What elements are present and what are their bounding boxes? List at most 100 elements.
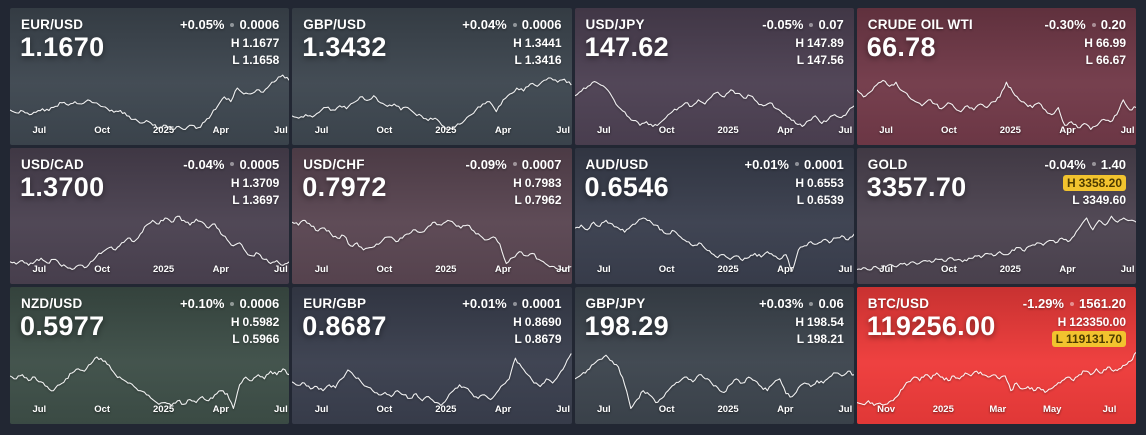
x-axis: Jul Oct 2025 Apr Jul — [292, 262, 571, 275]
high-prefix: H — [795, 36, 805, 50]
symbol-label: EUR/GBP — [303, 296, 367, 312]
low-value: L 0.7962 — [514, 192, 561, 208]
quote-tile[interactable]: BTC/USD -1.29% 1561.20 119256.00 H 123350.… — [856, 287, 1136, 424]
x-tick-label: 2025 — [999, 124, 1021, 136]
x-tick-label: Jul — [273, 124, 288, 136]
symbol-label: GBP/USD — [303, 17, 367, 32]
low-prefix: L — [796, 53, 805, 67]
tile-header: USD/JPY -0.05% 0.07 — [586, 17, 844, 32]
change-percent: -1.29% — [1022, 296, 1064, 312]
low-value: L 1.3697 — [232, 192, 279, 208]
low-value: L 0.5966 — [232, 331, 279, 347]
high-number: 1.1677 — [242, 36, 280, 50]
high-low-readout: H 147.89 L 147.56 — [795, 35, 843, 68]
quote-tile[interactable]: EUR/GBP +0.01% 0.0001 0.8687 H 0.8690 L 0.8… — [292, 287, 572, 424]
sparkline-chart: Jul Oct 2025 Apr Jul — [575, 349, 854, 415]
high-low-readout: H 1.3441 L 1.3416 — [513, 35, 561, 68]
change-absolute: 0.0005 — [239, 156, 280, 172]
separator-dot-icon — [230, 22, 235, 27]
symbol-label: CRUDE OIL WTI — [867, 17, 973, 32]
quote-tile[interactable]: GBP/JPY +0.03% 0.06 198.29 H 198.54 L 198.2… — [574, 287, 854, 424]
last-price: 3357.70 — [866, 171, 967, 202]
separator-dot-icon — [512, 22, 517, 27]
x-axis: Jul Oct 2025 Apr Jul — [10, 262, 289, 275]
high-prefix: H — [795, 175, 805, 190]
change-percent: -0.04% — [1044, 156, 1086, 172]
sparkline-svg — [292, 349, 571, 415]
low-prefix: L — [514, 332, 522, 347]
sparkline-chart: Nov 2025 Mar May Jul — [857, 349, 1136, 415]
quote-tile[interactable]: GBP/USD +0.04% 0.0006 1.3432 H 1.3441 L 1.3… — [292, 8, 572, 145]
quote-tile[interactable]: USD/CAD -0.04% 0.0005 1.3700 H 1.3709 L 1.3… — [10, 147, 290, 285]
x-axis: Jul Oct 2025 Apr Jul — [857, 123, 1136, 136]
change-readout: -0.04% 1.40 — [1044, 157, 1126, 172]
change-percent: +0.01% — [744, 156, 789, 172]
high-number: 0.5982 — [242, 315, 280, 330]
x-tick-label: Jul — [1120, 264, 1135, 276]
quote-tile[interactable]: USD/JPY -0.05% 0.07 147.62 H 147.89 L 147.5… — [574, 8, 854, 145]
x-tick-label: 2025 — [435, 264, 457, 276]
last-price: 0.6546 — [584, 171, 669, 202]
sparkline-chart: Jul Oct 2025 Apr Jul — [857, 70, 1136, 136]
x-tick-label: Apr — [494, 264, 512, 276]
last-price: 0.8687 — [302, 311, 387, 342]
quote-tile[interactable]: GOLD -0.04% 1.40 3357.70 H 3358.20 L 3349.6… — [856, 147, 1136, 285]
x-tick-label: Jul — [556, 264, 570, 276]
high-prefix: H — [1066, 175, 1076, 190]
low-number: 147.56 — [807, 53, 844, 67]
sparkline-svg — [292, 210, 571, 276]
high-low-readout: H 198.54 L 198.21 — [795, 314, 843, 347]
high-value: H 123350.00 — [1058, 314, 1126, 330]
x-tick-label: Oct — [658, 264, 675, 276]
x-tick-label: Jul — [838, 264, 853, 276]
symbol-label: BTC/USD — [867, 296, 930, 312]
change-absolute: 1561.20 — [1079, 296, 1126, 312]
quote-tile[interactable]: USD/CHF -0.09% 0.0007 0.7972 H 0.7983 L 0.7… — [292, 147, 572, 285]
sparkline-svg — [292, 70, 571, 136]
change-readout: +0.01% 0.0001 — [745, 157, 844, 172]
change-percent: -0.04% — [183, 156, 225, 172]
last-price: 1.3432 — [302, 32, 387, 62]
x-tick-label: Jul — [596, 264, 611, 276]
last-price: 66.78 — [866, 32, 936, 62]
low-number: 1.1658 — [242, 53, 280, 67]
high-prefix: H — [230, 36, 240, 50]
x-tick-label: Mar — [989, 404, 1007, 415]
last-price: 0.5977 — [20, 311, 105, 342]
sparkline-svg — [575, 349, 854, 415]
quote-tile[interactable]: AUD/USD +0.01% 0.0001 0.6546 H 0.6553 L 0.6… — [574, 147, 854, 285]
x-tick-label: 2025 — [932, 404, 954, 415]
change-percent: +0.01% — [462, 296, 507, 312]
high-value: H 0.7983 — [513, 175, 561, 191]
sparkline-chart: Jul Oct 2025 Apr Jul — [292, 210, 571, 276]
sparkline-svg — [575, 210, 854, 276]
last-price: 0.7972 — [302, 171, 387, 202]
high-number: 66.99 — [1095, 36, 1126, 50]
separator-dot-icon — [512, 162, 517, 167]
last-price: 1.3700 — [20, 171, 105, 202]
separator-dot-icon — [1070, 301, 1074, 306]
x-tick-label: Oct — [94, 124, 111, 136]
high-number: 147.89 — [807, 36, 844, 50]
low-prefix: L — [796, 332, 805, 347]
high-number: 0.7983 — [524, 175, 562, 190]
sparkline-svg — [575, 70, 854, 136]
low-prefix: L — [232, 332, 240, 347]
quote-tile[interactable]: EUR/USD +0.05% 0.0006 1.1670 H 1.1677 L 1.1… — [10, 8, 290, 145]
tile-header: BTC/USD -1.29% 1561.20 — [868, 296, 1126, 311]
symbol-label: GOLD — [867, 156, 908, 172]
low-value: L 1.3416 — [514, 52, 561, 68]
x-tick-label: Oct — [658, 404, 675, 415]
high-prefix: H — [513, 36, 522, 50]
separator-dot-icon — [1091, 22, 1096, 27]
change-absolute: 0.0006 — [239, 17, 280, 32]
x-tick-label: Jul — [314, 124, 329, 136]
high-low-readout: H 123350.00 L 119131.70 — [1051, 314, 1126, 348]
quote-tile[interactable]: NZD/USD +0.10% 0.0006 0.5977 H 0.5982 L 0.5… — [10, 287, 290, 424]
change-readout: +0.01% 0.0001 — [462, 296, 561, 311]
x-tick-label: Apr — [212, 124, 230, 136]
low-prefix: L — [1072, 192, 1080, 207]
x-axis: Jul Oct 2025 Apr Jul — [292, 123, 571, 136]
high-number: 198.54 — [807, 315, 844, 330]
